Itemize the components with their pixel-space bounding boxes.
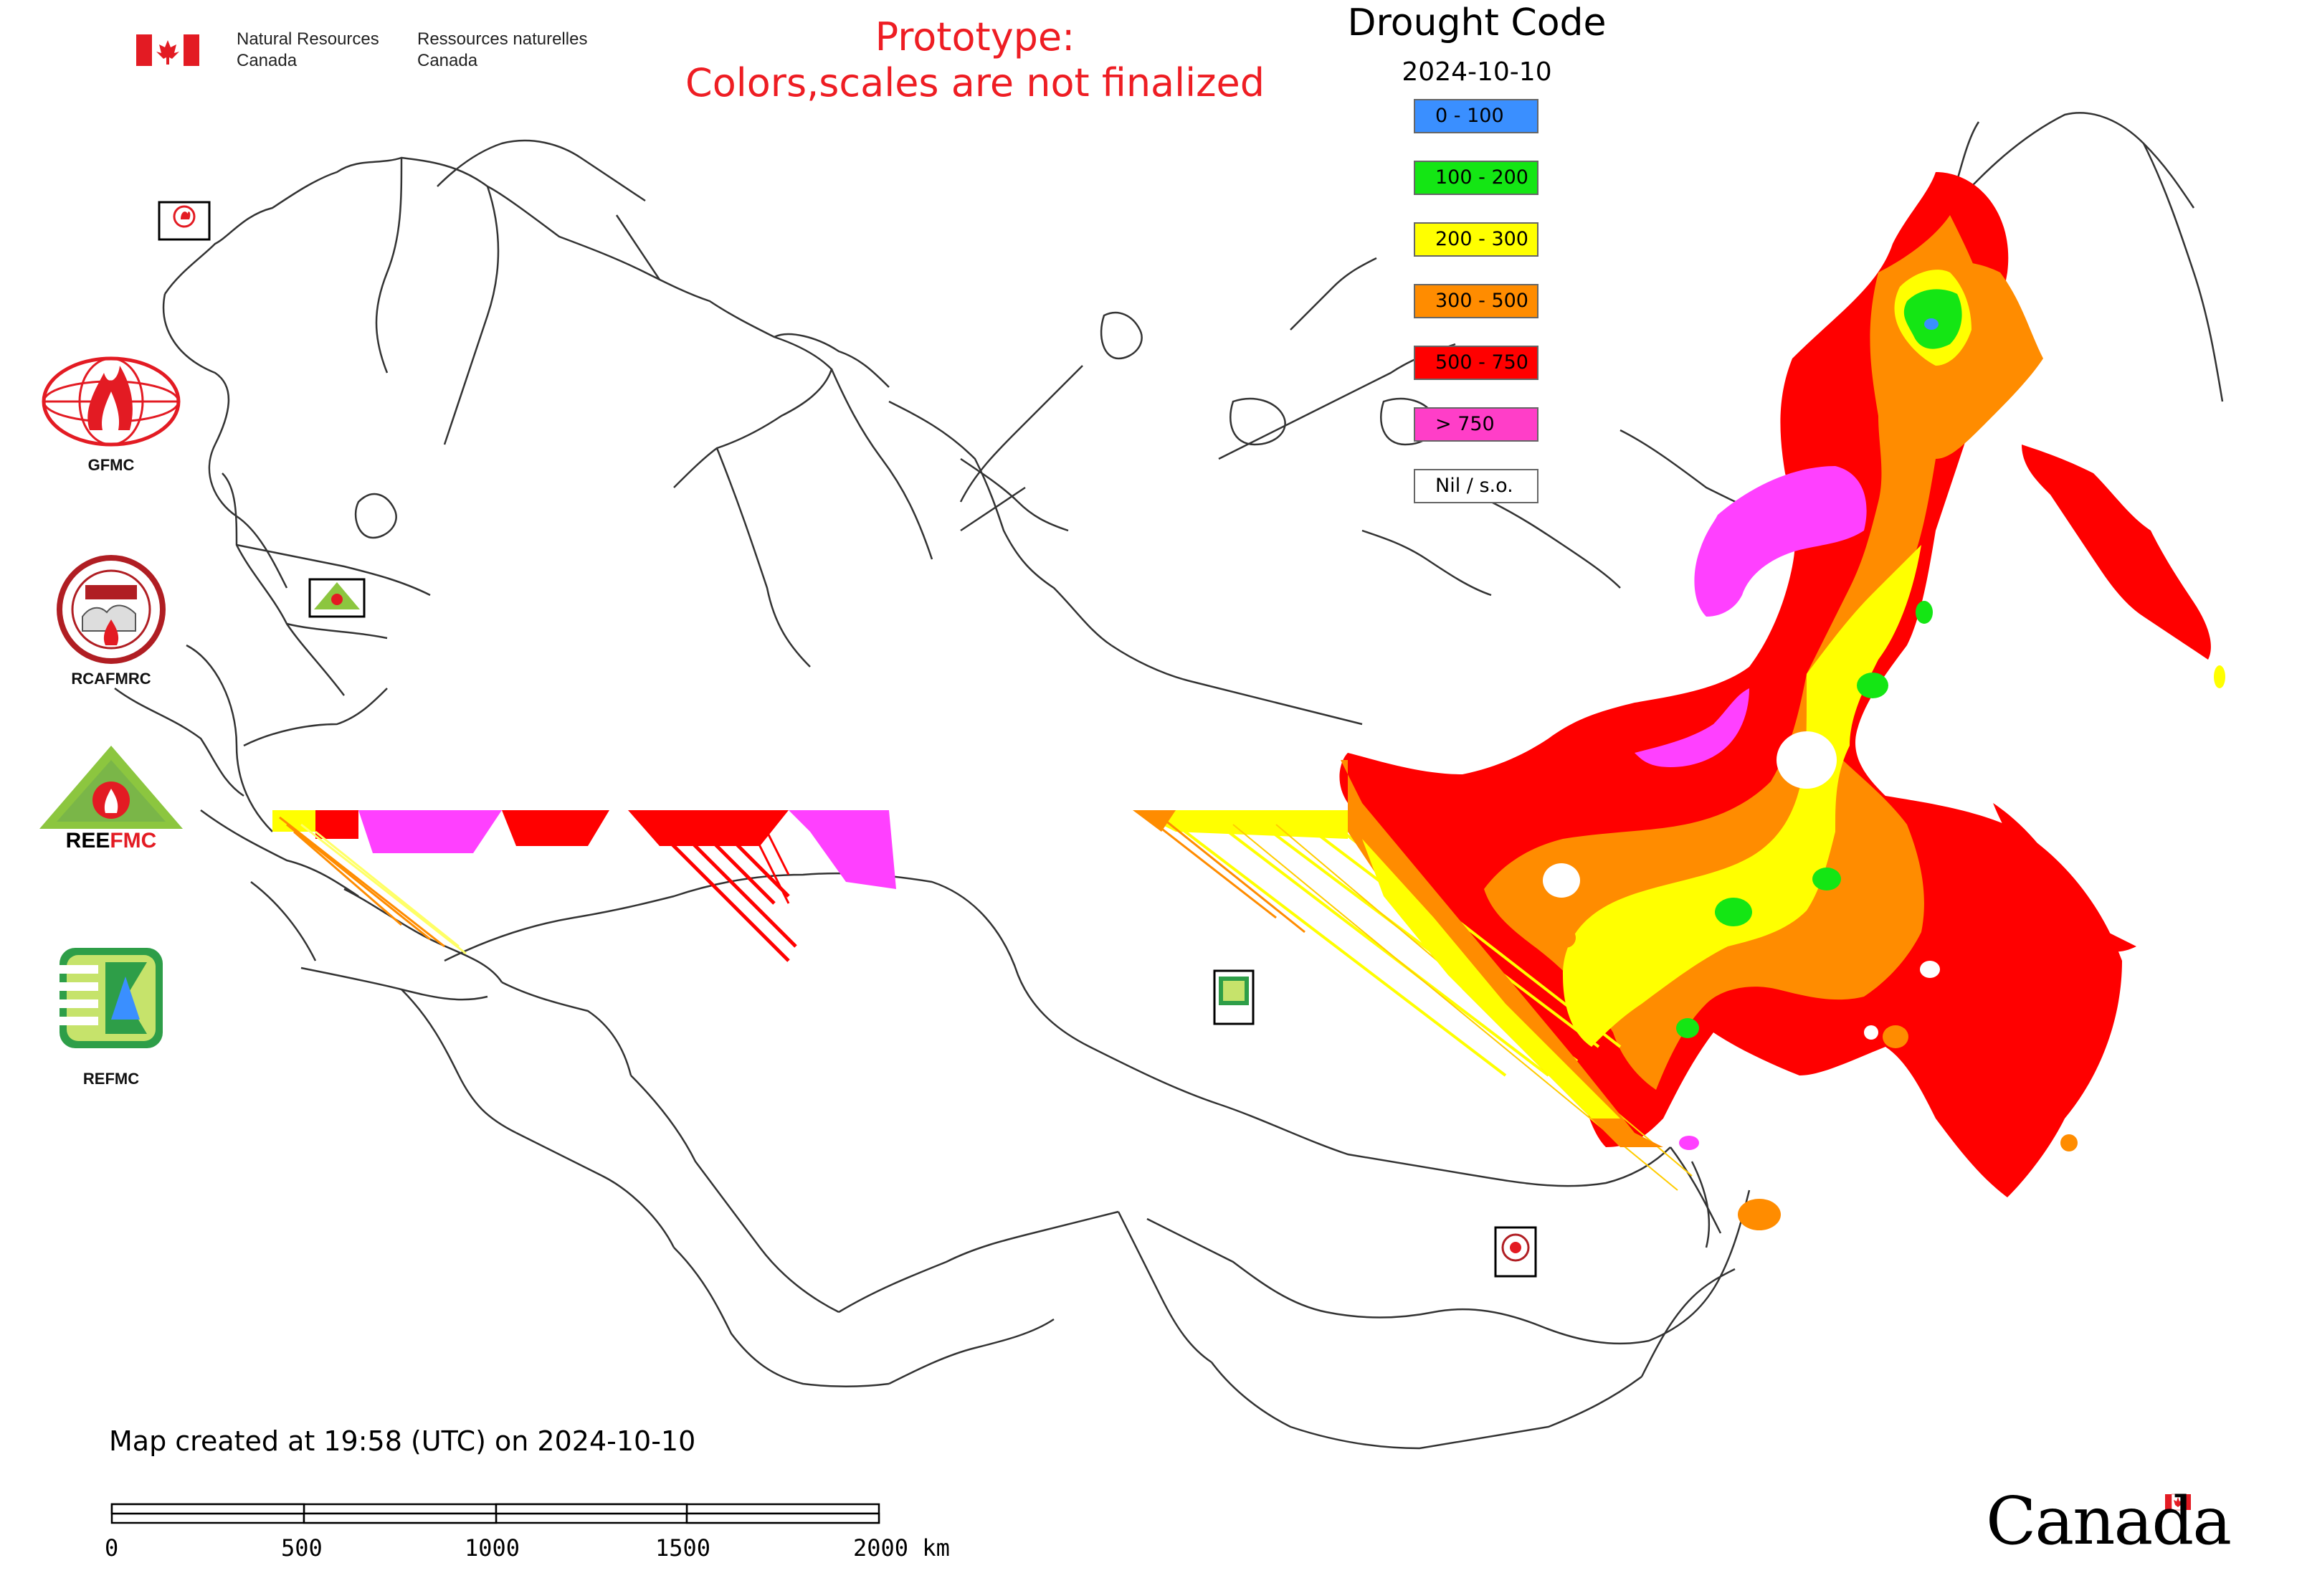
scale-bar xyxy=(110,1503,880,1524)
novaya-zemlya xyxy=(959,365,1083,503)
scandinavia-coastline xyxy=(163,156,833,488)
gfmc-logo-icon xyxy=(42,356,181,447)
russia-western-boundary xyxy=(830,369,933,560)
drought-zone-500-750 xyxy=(2022,445,2211,660)
legend-item-100-200: 100 - 200 xyxy=(1414,161,1538,195)
canada-wordmark: Canada xyxy=(1986,1483,2232,1559)
legend-item-200-300: 200 - 300 xyxy=(1414,222,1538,257)
drought-zone-0-100 xyxy=(1924,318,1939,330)
prototype-line2: Colors,scales are not finalized xyxy=(685,60,1265,105)
arctic-coastline xyxy=(774,333,890,388)
canada-flag-icon xyxy=(136,34,199,66)
rcafmrc-label: RCAFMRC xyxy=(71,670,151,688)
reefmc-logo-icon: REEFMC xyxy=(37,746,186,852)
legend-title: Drought Code xyxy=(1347,1,1607,44)
drought-overlay-streaks xyxy=(272,760,1693,1191)
drought-zone-200-300 xyxy=(1563,545,1921,1047)
korea-coastline xyxy=(1690,1161,1711,1248)
scale-label-500: 500 xyxy=(281,1534,323,1562)
scale-label-1000: 1000 xyxy=(465,1534,520,1562)
arctic-islands xyxy=(1100,311,1143,360)
drought-zone-300-500 xyxy=(1484,215,2001,1090)
gov-fr-line2: Canada xyxy=(417,51,478,70)
legend-date: 2024-10-10 xyxy=(1402,57,1552,87)
legend-item-over-750: > 750 xyxy=(1414,407,1538,442)
map-created-timestamp: Map created at 19:58 (UTC) on 2024-10-10 xyxy=(109,1425,696,1457)
map-marker-refmc-icon xyxy=(1213,969,1255,1025)
nrcan-english-name: Natural Resources Canada xyxy=(237,29,379,72)
scale-label-1500: 1500 xyxy=(655,1534,711,1562)
pacific-coastline xyxy=(2142,143,2224,402)
nrcan-french-name: Ressources naturelles Canada xyxy=(417,29,587,72)
scale-label-2000-km: 2000 km xyxy=(853,1534,950,1562)
mongolia-boundary xyxy=(1146,1189,1751,1345)
refmc-label: REFMC xyxy=(82,1070,140,1088)
country-boundaries xyxy=(114,112,2224,1450)
map-marker-gfmc-icon xyxy=(158,201,211,241)
caucasus-boundaries xyxy=(401,989,517,1134)
legend-item-500-750: 500 - 750 xyxy=(1414,346,1538,380)
svg-text:REEFMC: REEFMC xyxy=(66,829,157,852)
legend-item-0-100: 0 - 100 xyxy=(1414,99,1538,133)
rcafmrc-logo-icon xyxy=(57,555,166,664)
drought-zone-over-750 xyxy=(1694,466,1867,617)
refmc-logo-icon xyxy=(60,948,163,1048)
gov-en-line1: Natural Resources xyxy=(237,29,379,49)
legend-item-300-500: 300 - 500 xyxy=(1414,284,1538,318)
kazakhstan-boundary xyxy=(444,872,1671,1187)
scale-label-0: 0 xyxy=(105,1534,119,1562)
map-marker-rcafmrc-icon xyxy=(1494,1226,1537,1278)
canada-wordmark-flag-icon xyxy=(2165,1493,2191,1511)
drought-overlay xyxy=(1339,172,2225,1230)
gov-fr-line1: Ressources naturelles xyxy=(417,29,588,49)
map-marker-reefmc-icon xyxy=(308,578,366,618)
gfmc-label: GFMC xyxy=(87,456,135,474)
gov-en-line2: Canada xyxy=(237,51,298,70)
prototype-line1: Prototype: xyxy=(875,14,1075,60)
europe-boundaries xyxy=(222,472,345,696)
prototype-notice: Prototype: Colors,scales are not finaliz… xyxy=(645,14,1305,106)
legend-item-nil: Nil / s.o. xyxy=(1414,469,1538,503)
